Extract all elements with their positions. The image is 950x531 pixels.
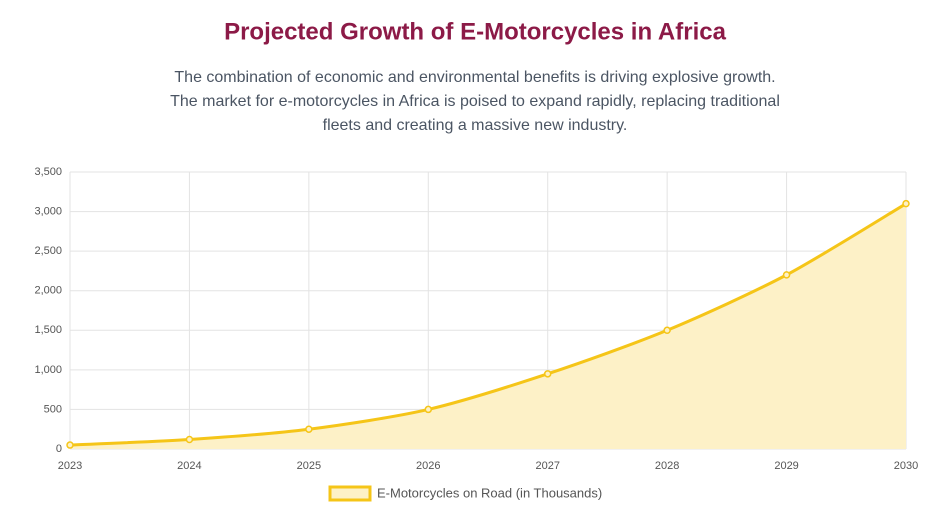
point xyxy=(543,370,552,378)
y-tick-label: 0 xyxy=(56,443,62,455)
subtitle-line: The combination of economic and environm… xyxy=(174,69,775,86)
y-tick-label: 1,000 xyxy=(34,364,62,376)
x-tick-label: 2030 xyxy=(894,460,918,472)
point xyxy=(424,405,433,414)
subtitle-line: The market for e-motorcycles in Africa i… xyxy=(170,93,780,110)
y-tick-label: 2,500 xyxy=(34,245,62,257)
subtitle-line: fleets and creating a massive new indust… xyxy=(323,117,628,134)
point xyxy=(185,435,194,444)
y-tick-label: 500 xyxy=(44,403,62,415)
point xyxy=(305,425,313,433)
legend-label: E-Motorcycles on Road (in Thousands) xyxy=(377,485,602,500)
y-tick-label: 2,000 xyxy=(34,285,62,297)
x-tick-label: 2028 xyxy=(655,460,679,472)
point xyxy=(902,199,910,208)
x-tick-label: 2027 xyxy=(535,460,559,472)
area xyxy=(70,203,906,449)
line xyxy=(69,202,907,447)
point xyxy=(663,326,671,335)
x-tick-label: 2025 xyxy=(297,460,321,472)
x-tick-label: 2026 xyxy=(416,460,440,472)
chart-title: Projected Growth of E-Motorcycles in Afr… xyxy=(224,18,727,45)
x-tick-label: 2024 xyxy=(177,460,201,472)
y-tick-label: 3,000 xyxy=(34,205,62,217)
legend-swatch xyxy=(328,485,372,502)
point xyxy=(66,441,74,449)
x-tick-label: 2029 xyxy=(774,460,798,472)
point xyxy=(782,271,791,279)
y-tick-label: 1,500 xyxy=(34,324,62,336)
y-tick-label: 3,500 xyxy=(34,166,62,178)
x-tick-label: 2023 xyxy=(58,460,82,472)
